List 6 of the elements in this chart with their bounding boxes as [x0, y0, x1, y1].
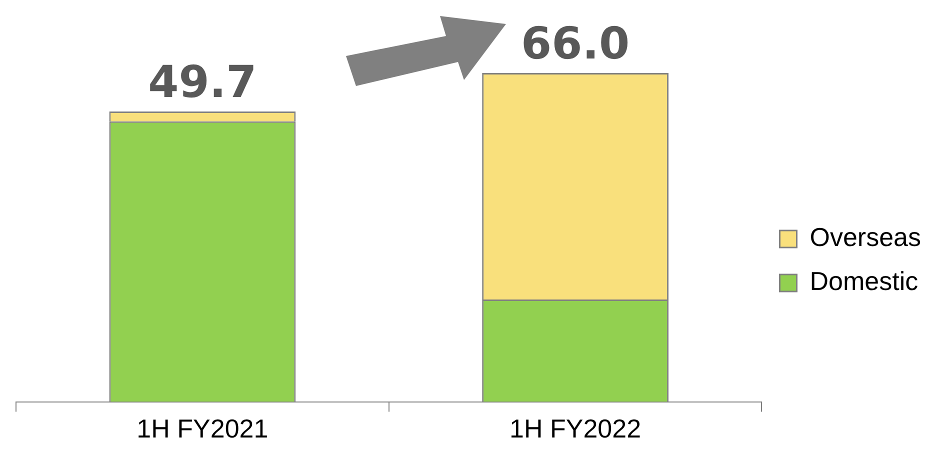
annotation: 49.7 [148, 56, 257, 108]
x-tick-label: 1H FY2021 [136, 414, 268, 444]
legend-label: Domestic [810, 266, 918, 296]
legend-label: Overseas [810, 222, 922, 252]
annotation: 66.0 [521, 18, 630, 70]
x-tick-label: 1H FY2022 [510, 414, 642, 444]
